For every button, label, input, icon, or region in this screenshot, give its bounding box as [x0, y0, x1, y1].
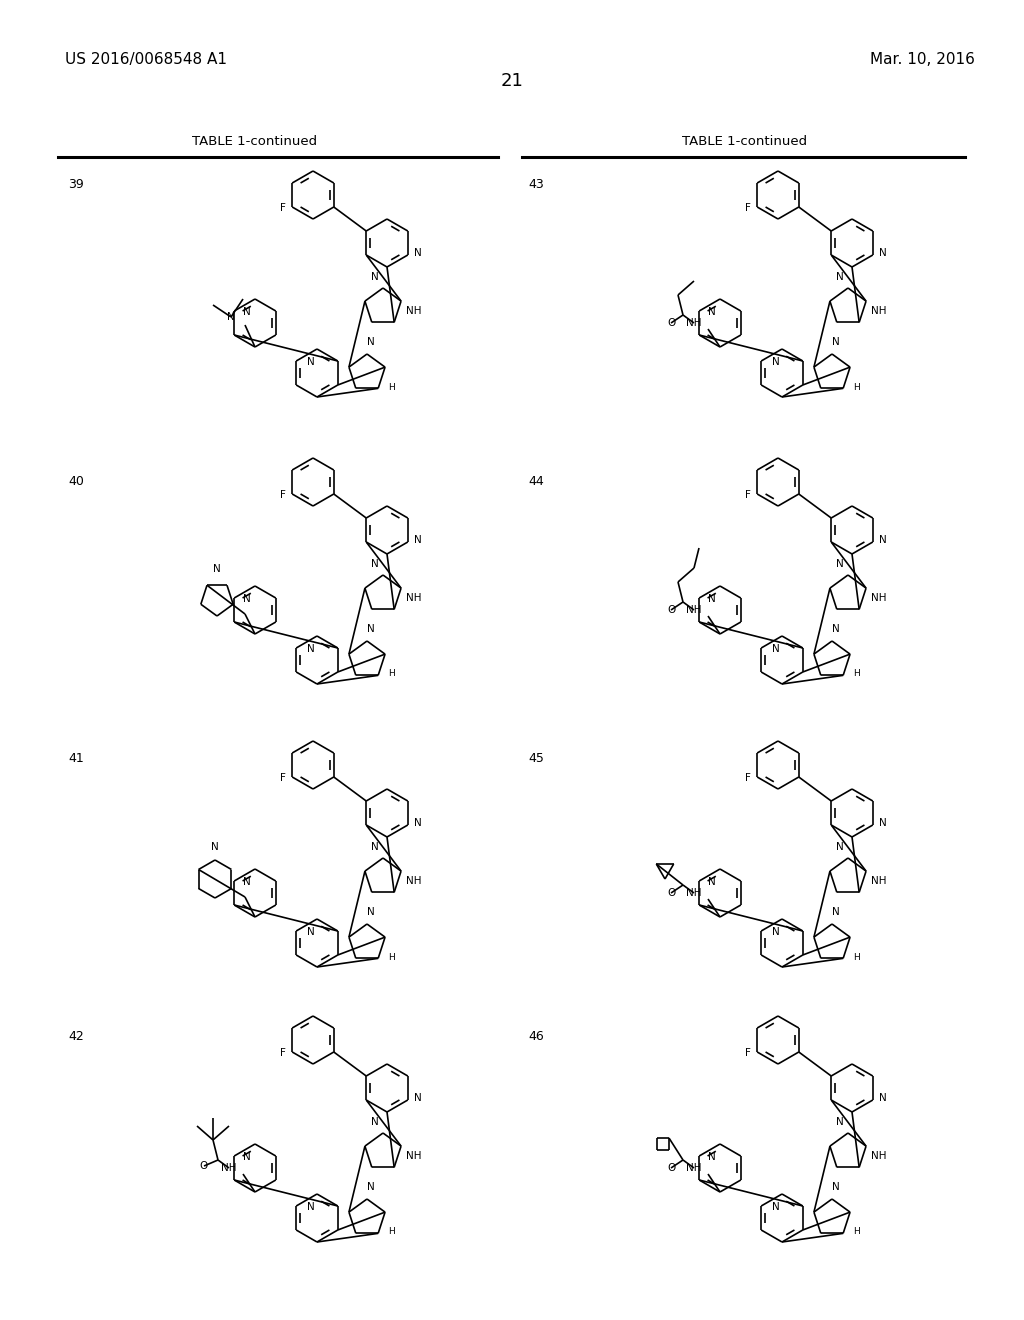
- Text: NH: NH: [871, 593, 887, 603]
- Text: NH: NH: [406, 1151, 422, 1162]
- Text: N: N: [709, 594, 716, 605]
- Text: NH: NH: [686, 1163, 701, 1173]
- Text: N: N: [244, 594, 251, 605]
- Text: 43: 43: [528, 178, 544, 191]
- Text: N: N: [837, 842, 844, 851]
- Text: TABLE 1-continued: TABLE 1-continued: [682, 135, 808, 148]
- Text: TABLE 1-continued: TABLE 1-continued: [193, 135, 317, 148]
- Text: Mar. 10, 2016: Mar. 10, 2016: [870, 51, 975, 67]
- Text: 46: 46: [528, 1030, 544, 1043]
- Text: N: N: [879, 818, 887, 828]
- Text: N: N: [371, 272, 379, 282]
- Text: N: N: [833, 624, 840, 634]
- Text: N: N: [368, 907, 375, 917]
- Text: N: N: [244, 876, 251, 887]
- Text: H: H: [388, 1228, 394, 1237]
- Text: N: N: [879, 248, 887, 257]
- Text: H: H: [853, 669, 860, 678]
- Text: 45: 45: [528, 752, 544, 766]
- Text: N: N: [772, 1203, 780, 1212]
- Text: NH: NH: [406, 593, 422, 603]
- Text: 42: 42: [68, 1030, 84, 1043]
- Text: 41: 41: [68, 752, 84, 766]
- Text: F: F: [745, 1048, 752, 1059]
- Text: N: N: [211, 842, 219, 851]
- Text: N: N: [772, 927, 780, 937]
- Text: N: N: [371, 1117, 379, 1127]
- Text: N: N: [709, 876, 716, 887]
- Text: NH: NH: [871, 876, 887, 886]
- Text: NH: NH: [686, 318, 701, 327]
- Text: N: N: [368, 337, 375, 347]
- Text: N: N: [833, 337, 840, 347]
- Text: N: N: [307, 1203, 315, 1212]
- Text: F: F: [281, 774, 287, 783]
- Text: O: O: [667, 1163, 675, 1173]
- Text: H: H: [388, 953, 394, 961]
- Text: 21: 21: [501, 73, 523, 90]
- Text: N: N: [833, 907, 840, 917]
- Text: O: O: [667, 888, 675, 898]
- Text: NH: NH: [686, 888, 701, 898]
- Text: 39: 39: [68, 178, 84, 191]
- Text: N: N: [879, 535, 887, 545]
- Text: H: H: [388, 669, 394, 678]
- Text: N: N: [307, 644, 315, 653]
- Text: 40: 40: [68, 475, 84, 488]
- Text: N: N: [879, 1093, 887, 1104]
- Text: N: N: [414, 535, 422, 545]
- Text: NH: NH: [221, 1163, 237, 1173]
- Text: N: N: [227, 312, 234, 322]
- Text: N: N: [837, 558, 844, 569]
- Text: H: H: [853, 1228, 860, 1237]
- Text: US 2016/0068548 A1: US 2016/0068548 A1: [65, 51, 227, 67]
- Text: F: F: [281, 203, 287, 213]
- Text: H: H: [853, 953, 860, 961]
- Text: F: F: [745, 203, 752, 213]
- Text: NH: NH: [871, 306, 887, 315]
- Text: N: N: [709, 1152, 716, 1162]
- Text: N: N: [213, 564, 221, 574]
- Text: O: O: [200, 1162, 208, 1171]
- Text: F: F: [281, 490, 287, 500]
- Text: 44: 44: [528, 475, 544, 488]
- Text: N: N: [307, 356, 315, 367]
- Text: N: N: [371, 842, 379, 851]
- Text: N: N: [414, 1093, 422, 1104]
- Text: N: N: [244, 308, 251, 317]
- Text: NH: NH: [406, 876, 422, 886]
- Text: N: N: [414, 248, 422, 257]
- Text: H: H: [388, 383, 394, 392]
- Text: N: N: [307, 927, 315, 937]
- Text: NH: NH: [871, 1151, 887, 1162]
- Text: N: N: [837, 1117, 844, 1127]
- Text: F: F: [745, 490, 752, 500]
- Text: N: N: [772, 356, 780, 367]
- Text: NH: NH: [406, 306, 422, 315]
- Text: H: H: [853, 383, 860, 392]
- Text: O: O: [667, 318, 675, 327]
- Text: N: N: [837, 272, 844, 282]
- Text: N: N: [772, 644, 780, 653]
- Text: N: N: [244, 1152, 251, 1162]
- Text: N: N: [414, 818, 422, 828]
- Text: N: N: [709, 308, 716, 317]
- Text: O: O: [667, 605, 675, 615]
- Text: N: N: [371, 558, 379, 569]
- Text: F: F: [745, 774, 752, 783]
- Text: N: N: [368, 624, 375, 634]
- Text: N: N: [368, 1181, 375, 1192]
- Text: N: N: [833, 1181, 840, 1192]
- Text: NH: NH: [686, 605, 701, 615]
- Text: F: F: [281, 1048, 287, 1059]
